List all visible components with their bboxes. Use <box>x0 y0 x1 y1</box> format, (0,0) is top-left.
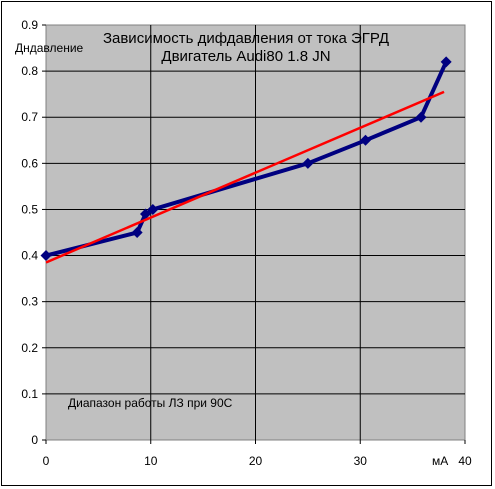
data-point <box>147 203 159 215</box>
y-tick-label: 0.7 <box>21 110 38 124</box>
y-tick-label: 0.6 <box>21 156 38 170</box>
data-point <box>40 250 52 262</box>
x-axis-label: мА <box>432 454 448 468</box>
data-point <box>302 157 314 169</box>
y-tick-label: 0.9 <box>21 18 38 32</box>
data-point <box>359 134 371 146</box>
y-tick-label: 0.4 <box>21 249 38 263</box>
data-series <box>40 56 452 262</box>
x-tick-label: 40 <box>458 454 472 468</box>
x-tick-label: 20 <box>249 454 263 468</box>
data-point <box>131 227 143 238</box>
y-tick-label: 0.5 <box>21 202 38 216</box>
y-tick-label: 0 <box>31 433 38 447</box>
x-tick-label: 30 <box>354 454 368 468</box>
chart-subtitle: Двигатель Audi80 1.8 JN <box>161 48 330 65</box>
x-tick-label: 0 <box>43 454 50 468</box>
x-tick-label: 10 <box>144 454 158 468</box>
chart-title: Зависимость дифдавления от тока ЭГРД <box>103 30 389 47</box>
data-point <box>415 111 427 123</box>
y-tick-label: 0.3 <box>21 295 38 309</box>
annotation-text: Диапазон работы ЛЗ при 90С <box>68 396 233 410</box>
y-tick-label: 0.2 <box>21 341 38 355</box>
data-point <box>140 208 152 220</box>
y-tick-label: 0.1 <box>21 387 38 401</box>
data-point <box>440 56 452 68</box>
grid-lines <box>46 25 465 440</box>
axis-ticks: 0 0.1 0.2 0.3 0.4 0.5 0.6 0.7 0.8 0.9 0 10 20 30 40 <box>21 18 472 468</box>
trendline <box>45 90 445 264</box>
y-tick-label: 0.8 <box>21 64 38 78</box>
y-axis-label: Дндавление <box>15 41 84 55</box>
trendline-line <box>45 90 445 264</box>
